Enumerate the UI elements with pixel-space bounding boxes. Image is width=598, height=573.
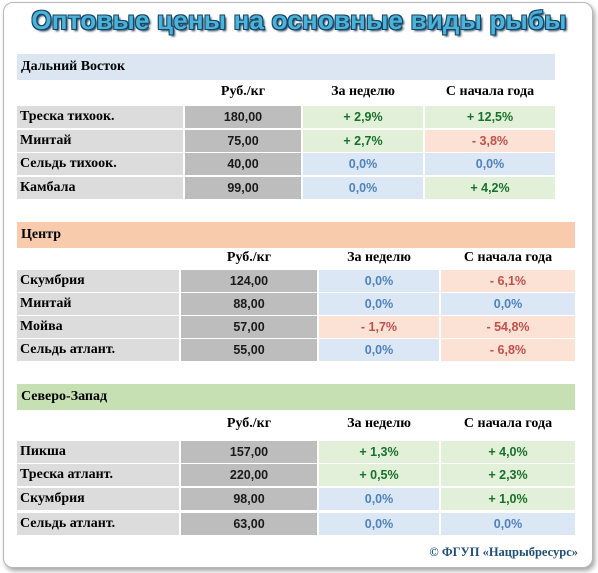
week-change: 0,0%: [303, 153, 423, 175]
fish-name: Сельдь атлант.: [17, 339, 179, 361]
price-value: 98,00: [181, 488, 317, 510]
price-value: 75,00: [185, 130, 301, 152]
table-row: Мойва 57,00- 1,7% - 54,8%: [0, 316, 598, 338]
year-change: + 2,3%: [441, 464, 575, 486]
week-change: 0,0%: [319, 513, 439, 535]
price-value: 220,00: [181, 464, 317, 486]
week-change: + 1,3%: [319, 441, 439, 463]
fish-name: Скумбрия: [17, 270, 179, 292]
fish-name: Минтай: [17, 130, 183, 152]
price-value: 157,00: [181, 441, 317, 463]
table-row: Сельдь тихоок. 40,00 0,0% 0,0%: [0, 153, 598, 175]
section-header: Дальний Восток: [17, 54, 555, 80]
column-header-week: За неделю: [347, 250, 411, 265]
year-change: - 6,1%: [441, 270, 575, 292]
price-value: 180,00: [185, 106, 301, 128]
table-row: Минтай 88,00 0,0% 0,0%: [0, 293, 598, 315]
column-header-week: За неделю: [331, 84, 395, 99]
year-change: 0,0%: [441, 513, 575, 535]
copyright: © ФГУП «Нацрыбресурс»: [429, 545, 578, 559]
table-row: Треска тихоок. 180,00 + 2,9% + 12,5%: [0, 106, 598, 128]
week-change: 0,0%: [319, 293, 439, 315]
fish-name: Минтай: [17, 293, 179, 315]
year-change: 0,0%: [441, 293, 575, 315]
table-row: Сельдь атлант. 55,00 0,0% - 6,8%: [0, 339, 598, 361]
week-change: 0,0%: [303, 177, 423, 199]
page-title: Оптовые цены на основные виды рыбы: [31, 5, 567, 35]
year-change: + 4,2%: [425, 177, 555, 199]
column-header-year: С начала года: [463, 250, 553, 265]
table-row: Минтай 75,00 + 2,7% - 3,8%: [0, 130, 598, 152]
year-change: - 3,8%: [425, 130, 555, 152]
week-change: 0,0%: [319, 270, 439, 292]
fish-name: Треска атлант.: [17, 464, 179, 486]
section-header: Северо-Запад: [17, 384, 575, 410]
column-header-year: С начала года: [445, 84, 535, 99]
price-value: 99,00: [185, 177, 301, 199]
year-change: + 4,0%: [441, 441, 575, 463]
price-value: 88,00: [181, 293, 317, 315]
fish-name: Камбала: [17, 177, 183, 199]
week-change: 0,0%: [319, 339, 439, 361]
week-change: + 2,7%: [303, 130, 423, 152]
fish-name: Сельдь тихоок.: [17, 153, 183, 175]
fish-name: Треска тихоок.: [17, 106, 183, 128]
fish-name: Скумбрия: [17, 488, 179, 510]
year-change: + 1,0%: [441, 488, 575, 510]
table-row: Сельдь атлант. 63,00 0,0% 0,0%: [0, 513, 598, 535]
column-header-price: Руб./кг: [226, 416, 272, 431]
price-value: 55,00: [181, 339, 317, 361]
year-change: - 6,8%: [441, 339, 575, 361]
week-change: + 0,5%: [319, 464, 439, 486]
price-value: 57,00: [181, 316, 317, 338]
price-value: 124,00: [181, 270, 317, 292]
section-header: Центр: [17, 222, 575, 248]
column-header-price: Руб./кг: [220, 84, 266, 99]
fish-name: Пикша: [17, 441, 179, 463]
year-change: 0,0%: [425, 153, 555, 175]
year-change: + 12,5%: [425, 106, 555, 128]
column-header-price: Руб./кг: [226, 250, 272, 265]
week-change: + 2,9%: [303, 106, 423, 128]
table-row: Скумбрия 98,00 0,0% + 1,0%: [0, 488, 598, 510]
week-change: - 1,7%: [319, 316, 439, 338]
fish-name: Сельдь атлант.: [17, 513, 179, 535]
table-row: Пикша 157,00 + 1,3% + 4,0%: [0, 441, 598, 463]
price-value: 63,00: [181, 513, 317, 535]
price-value: 40,00: [185, 153, 301, 175]
year-change: - 54,8%: [441, 316, 575, 338]
table-row: Камбала 99,00 0,0% + 4,2%: [0, 177, 598, 199]
week-change: 0,0%: [319, 488, 439, 510]
table-row: Треска атлант. 220,00 + 0,5% + 2,3%: [0, 464, 598, 486]
table-row: Скумбрия 124,00 0,0% - 6,1%: [0, 270, 598, 292]
column-header-year: С начала года: [463, 416, 553, 431]
fish-name: Мойва: [17, 316, 179, 338]
column-header-week: За неделю: [347, 416, 411, 431]
